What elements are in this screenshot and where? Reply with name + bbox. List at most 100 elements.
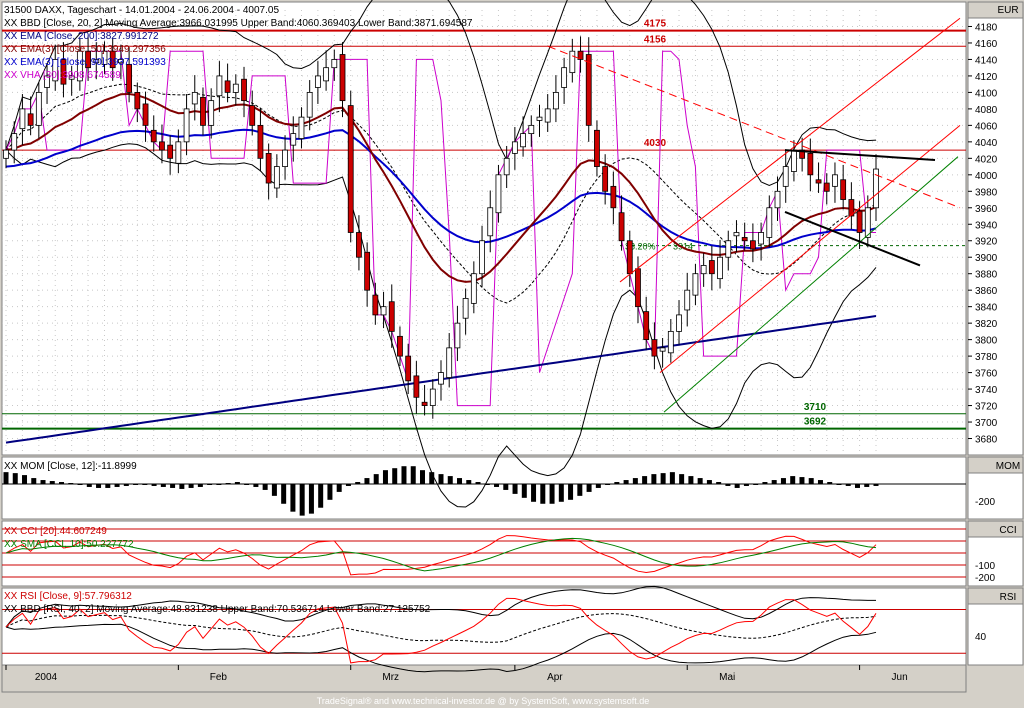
rsi-axis-title: RSI [1000, 592, 1017, 603]
mom-bar [40, 480, 46, 484]
time-tick-label-Mrz: Mrz [382, 672, 399, 683]
price-tick-label: 4000 [975, 171, 998, 182]
mom-legend: XX MOM [Close, 12]:-11.8999 [4, 461, 137, 472]
candle-body [68, 75, 75, 80]
candle-body [372, 294, 379, 316]
candle-body [626, 240, 633, 275]
mom-bar [817, 480, 823, 484]
mom-bar [512, 484, 518, 494]
cci-axis-title: CCI [999, 525, 1016, 536]
mom-bar [457, 478, 463, 484]
mom-bar [595, 484, 601, 488]
candle-body [766, 207, 773, 238]
candle-body [495, 174, 502, 214]
candle-body [388, 301, 395, 332]
price-tick-label: 3900 [975, 253, 998, 264]
mom-bar [642, 476, 648, 484]
mom-bar [780, 478, 786, 484]
mom-bar [216, 484, 222, 485]
mom-bar [364, 478, 370, 484]
candle-body [503, 157, 510, 176]
candle-body [758, 232, 764, 245]
candle-body [364, 251, 371, 291]
mom-bar [864, 484, 870, 487]
rsi-tick-label: 40 [975, 632, 987, 643]
cci-sma-line [5, 537, 877, 572]
candle-body [339, 54, 346, 102]
mom-bar [799, 477, 805, 484]
candle-body [421, 401, 428, 406]
mom-bar [77, 484, 83, 485]
mom-bar [96, 484, 102, 488]
candle-body [807, 152, 814, 176]
candle-body [290, 133, 297, 146]
candle-body [298, 116, 305, 139]
mom-bar [49, 481, 55, 484]
mom-bar [706, 480, 712, 484]
candle-body [356, 232, 362, 258]
price-tick-label: 4140 [975, 55, 998, 66]
candle-body [27, 113, 34, 126]
price-tick-label: 3760 [975, 369, 998, 380]
mom-bar [753, 484, 759, 485]
mom-bar [281, 484, 287, 504]
mom-bar [743, 484, 749, 486]
candle-body [749, 240, 756, 250]
candle-body [85, 50, 91, 69]
axis-bg-0 [967, 1, 1024, 456]
axis-title-bg-2 [967, 520, 1024, 538]
mom-bar [345, 484, 351, 486]
mom-bar [623, 480, 629, 484]
chart-header: 31500 DAXX, Tageschart - 14.01.2004 - 24… [4, 5, 279, 16]
candle-body [511, 141, 518, 154]
mom-bar [697, 478, 703, 484]
mom-bar [3, 472, 9, 484]
mom-bar [114, 484, 120, 487]
mom-bar [31, 478, 37, 484]
candle-body [314, 75, 321, 88]
candle-body [429, 388, 436, 406]
price-tick-label: 3720 [975, 402, 998, 413]
candle-body [487, 207, 494, 237]
mom-bar [68, 483, 74, 485]
candle-body [249, 105, 256, 126]
mom-bar [762, 482, 768, 484]
level-label-4156: 4156 [644, 34, 667, 45]
candle-body [454, 322, 461, 349]
axis-title-bg-0 [967, 1, 1024, 19]
candle-body [635, 268, 641, 308]
candle-body [610, 185, 617, 209]
level-label-4175: 4175 [644, 19, 667, 30]
mom-bar [290, 484, 296, 512]
legend-entry-3: XX EMA(3) [Close, 90]:3937.591393 [4, 57, 166, 68]
candle-body [528, 124, 535, 135]
candle-body [200, 96, 206, 126]
price-tick-label: 3980 [975, 187, 998, 198]
candle-body [93, 59, 100, 64]
candle-body [413, 375, 420, 398]
candle-body [659, 347, 666, 352]
mom-bar [484, 484, 490, 485]
candle-body [224, 80, 231, 93]
mom-bar [771, 480, 777, 484]
level-label-3692: 3692 [804, 417, 827, 428]
mom-bar [669, 472, 675, 484]
candle-body [52, 59, 59, 82]
mom-bar [12, 473, 18, 484]
candle-body [191, 92, 198, 105]
mom-bar [447, 476, 453, 484]
mom-bar [725, 484, 731, 486]
candle-body [216, 75, 223, 97]
mom-bar [299, 484, 305, 516]
candle-body [462, 298, 469, 319]
mom-bar [586, 484, 592, 492]
candle-body [651, 339, 658, 357]
candle-body [569, 50, 576, 74]
mom-bar [401, 466, 407, 484]
candle-body [733, 232, 740, 237]
mom-bar [679, 474, 685, 484]
mom-bar [568, 484, 574, 500]
price-tick-label: 3820 [975, 319, 998, 330]
mom-bar [845, 484, 851, 486]
